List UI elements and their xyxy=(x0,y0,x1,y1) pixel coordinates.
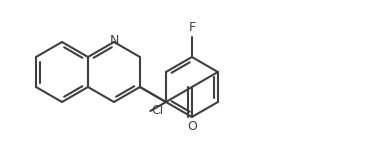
Text: F: F xyxy=(188,21,196,34)
Text: N: N xyxy=(109,34,119,48)
Text: Cl: Cl xyxy=(151,105,163,117)
Text: O: O xyxy=(187,120,197,133)
